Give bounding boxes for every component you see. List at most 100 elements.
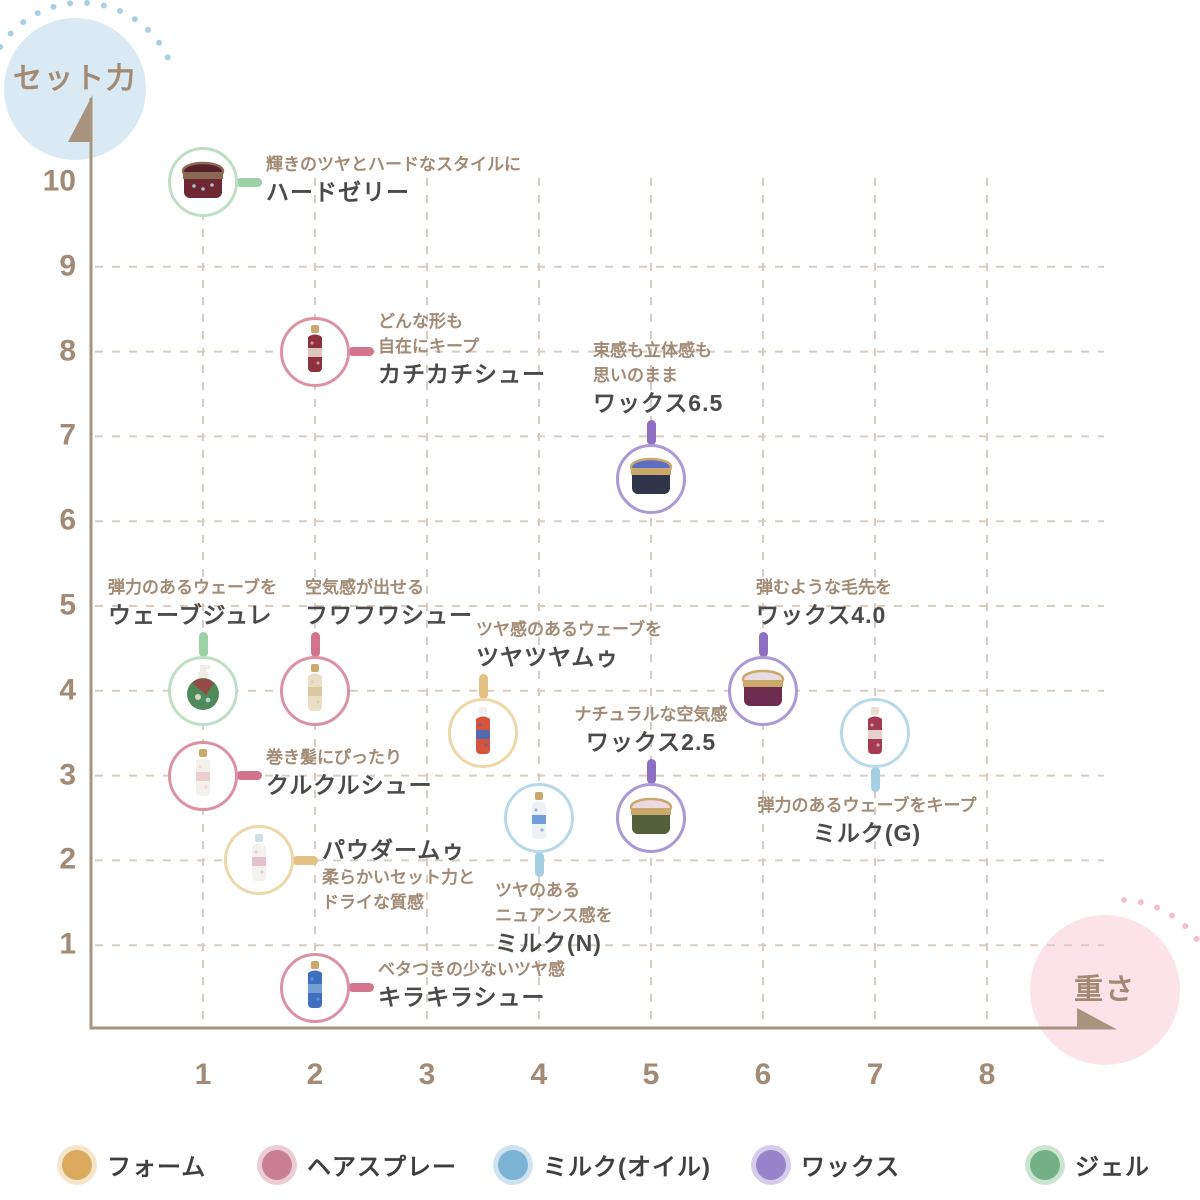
legend-dot-spray	[262, 1149, 292, 1180]
label-connector-milk-g	[870, 767, 880, 793]
product-marker-powder-mu[interactable]	[224, 825, 294, 896]
label-connector-fuwafuwa-shu	[310, 631, 320, 657]
y-tick-2: 2	[59, 842, 76, 876]
product-desc-line: 柔らかいセット力と	[322, 868, 475, 888]
legend-item-foam[interactable]: フォーム	[62, 1147, 206, 1182]
y-tick-6: 6	[59, 503, 76, 537]
y-tick-10: 10	[42, 164, 76, 198]
label-connector-kurukuru-shu	[236, 771, 262, 781]
product-desc-line: 弾力のあるウェーブを	[108, 577, 277, 597]
x-tick-5: 5	[642, 1058, 660, 1091]
product-image-wax-4-0	[740, 668, 786, 713]
y-tick-1: 1	[59, 927, 76, 961]
product-label-milk-n[interactable]: ツヤのある ニュアンス感を ミルク(N)	[495, 878, 613, 958]
product-image-milk-n	[527, 791, 551, 846]
product-image-kirakira-shu	[303, 960, 327, 1015]
product-label-hard-jelly[interactable]: 輝きのツヤとハードなスタイルにハードゼリー	[266, 152, 521, 207]
label-connector-wax-2-5	[646, 759, 656, 784]
x-tick-4: 4	[530, 1058, 548, 1091]
product-desc-line: 束感も立体感も	[593, 340, 712, 360]
product-marker-kirakira-shu[interactable]	[280, 952, 350, 1023]
product-desc-line: ツヤ感のあるウェーブを	[476, 620, 662, 640]
product-marker-fuwafuwa-shu[interactable]	[280, 655, 350, 726]
product-label-kirakira-shu[interactable]: ベタつきの少ないツヤ感 キラキラシュー	[378, 957, 565, 1012]
product-desc-line: ドライな質感	[322, 893, 424, 913]
y-tick-8: 8	[59, 333, 76, 367]
product-label-wave-jule[interactable]: 弾力のあるウェーブをウェーブジュレ	[108, 575, 277, 630]
product-marker-kachikachi-shu[interactable]	[280, 316, 350, 387]
product-label-milk-g[interactable]: 弾力のあるウェーブをキープ ミルク(G)	[758, 793, 977, 848]
legend-dot-milk	[498, 1149, 528, 1180]
product-name: パウダームゥ	[322, 837, 466, 864]
product-marker-milk-n[interactable]	[504, 783, 574, 853]
x-axis-arrow	[1077, 1008, 1117, 1030]
product-desc-line: どんな形も	[378, 311, 463, 331]
product-marker-kurukuru-shu[interactable]	[168, 740, 238, 811]
legend-item-milk[interactable]: ミルク(オイル)	[498, 1147, 711, 1182]
legend-label: ジェル	[1075, 1154, 1150, 1181]
label-connector-wax-4-0	[758, 631, 768, 657]
product-name: ミルク(N)	[495, 930, 602, 956]
product-name: クルクルシュー	[266, 772, 433, 799]
product-desc-line: 弾力のあるウェーブをキープ	[757, 796, 977, 816]
product-name: ハードゼリー	[266, 178, 410, 205]
product-desc-line: 自在にキープ	[378, 336, 479, 356]
product-label-wax-4-0[interactable]: 弾むような毛先を ワックス4.0	[756, 575, 892, 630]
label-connector-wax-6-5	[646, 419, 656, 445]
label-connector-powder-mu	[292, 855, 318, 865]
legend-item-spray[interactable]: ヘアスプレー	[262, 1147, 457, 1182]
product-label-kurukuru-shu[interactable]: 巻き髪にぴったり クルクルシュー	[266, 745, 433, 800]
product-name: カチカチシュー	[378, 360, 546, 387]
product-marker-milk-g[interactable]	[840, 698, 910, 769]
x-tick-6: 6	[754, 1058, 772, 1091]
product-marker-wax-6-5[interactable]	[616, 443, 686, 514]
product-name: フワフワシュー	[305, 601, 473, 628]
label-connector-kirakira-shu	[348, 983, 374, 993]
product-image-wax-6-5	[628, 456, 674, 501]
product-label-wax-2-5[interactable]: ナチュラルな空気感 ワックス2.5	[575, 702, 728, 757]
product-desc-line: ニュアンス感を	[495, 906, 613, 925]
product-image-kurukuru-shu	[191, 748, 215, 803]
legend-label: フォーム	[107, 1154, 207, 1181]
legend-item-gel[interactable]: ジェル	[1030, 1147, 1150, 1182]
product-image-powder-mu	[247, 833, 271, 888]
product-image-tsuyatsuya-mu	[471, 706, 495, 761]
legend-item-wax[interactable]: ワックス	[756, 1147, 900, 1182]
x-tick-8: 8	[978, 1058, 996, 1091]
x-axis-label: 重さ	[1073, 974, 1136, 1006]
product-name: ウェーブジュレ	[108, 601, 273, 628]
product-desc-line: 弾むような毛先を	[756, 577, 892, 597]
product-marker-wax-4-0[interactable]	[728, 655, 798, 726]
product-image-milk-g	[863, 706, 887, 761]
y-tick-4: 4	[59, 673, 76, 707]
x-tick-1: 1	[194, 1058, 212, 1091]
product-marker-wave-jule[interactable]	[168, 655, 238, 726]
product-name: ツヤツヤムゥ	[476, 644, 620, 671]
product-image-wave-jule	[186, 663, 220, 718]
x-axis-label-bubble: 重さ	[1030, 915, 1180, 1065]
deco-dots-blue	[0, 0, 171, 61]
product-marker-hard-jelly[interactable]	[168, 147, 238, 217]
y-tick-7: 7	[59, 418, 76, 452]
product-desc-line: 輝きのツヤとハードなスタイルに	[266, 154, 521, 174]
product-label-powder-mu[interactable]: パウダームゥ柔らかいセット力と ドライな質感	[322, 835, 475, 915]
x-tick-7: 7	[866, 1058, 884, 1091]
legend-label: ヘアスプレー	[307, 1154, 457, 1181]
product-desc-line: ベタつきの少ないツヤ感	[378, 960, 565, 980]
label-connector-kachikachi-shu	[348, 347, 374, 357]
product-marker-tsuyatsuya-mu[interactable]	[448, 698, 518, 769]
label-connector-milk-n	[534, 852, 544, 877]
product-image-hard-jelly	[180, 160, 226, 205]
label-connector-tsuyatsuya-mu	[478, 674, 488, 700]
product-label-kachikachi-shu[interactable]: どんな形も自在にキープカチカチシュー	[378, 309, 546, 389]
product-name: ワックス6.5	[593, 389, 724, 416]
product-label-wax-6-5[interactable]: 束感も立体感も 思いのまま ワックス6.5	[593, 338, 723, 418]
legend-dot-wax	[756, 1149, 786, 1180]
product-image-fuwafuwa-shu	[303, 663, 327, 718]
product-label-fuwafuwa-shu[interactable]: 空気感が出せる フワフワシュー	[305, 575, 473, 630]
product-marker-wax-2-5[interactable]	[616, 783, 686, 853]
deco-dots-pink	[1121, 897, 1200, 1051]
product-label-tsuyatsuya-mu[interactable]: ツヤ感のあるウェーブをツヤツヤムゥ	[476, 617, 662, 672]
